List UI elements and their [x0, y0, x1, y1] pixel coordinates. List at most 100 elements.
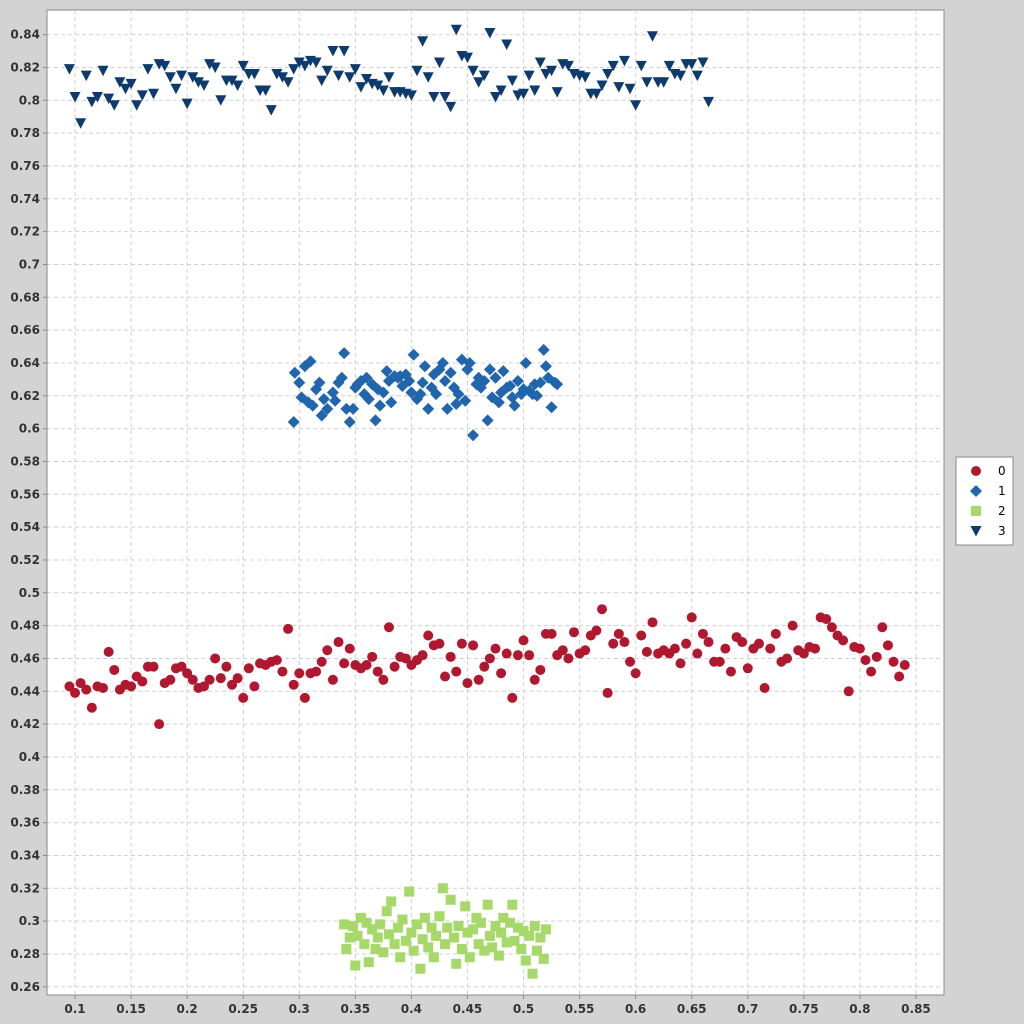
data-point [597, 604, 608, 615]
data-point [568, 627, 579, 638]
data-point [894, 671, 905, 682]
data-point [114, 77, 126, 88]
data-point [260, 85, 272, 96]
data-point [484, 930, 495, 941]
data-point [265, 105, 277, 116]
data-point [378, 674, 389, 685]
data-point [531, 945, 542, 956]
data-point [497, 365, 510, 378]
data-point [381, 906, 392, 917]
data-point [374, 399, 387, 412]
data-point [512, 650, 523, 661]
data-point [338, 347, 351, 360]
data-point [641, 646, 652, 657]
data-point [170, 83, 182, 95]
data-point [518, 88, 530, 100]
data-point [534, 376, 547, 389]
data-point [271, 69, 283, 80]
data-point [361, 73, 373, 85]
data-point [703, 96, 715, 108]
data-point [333, 70, 345, 82]
data-point [467, 65, 479, 77]
y-tick-label: 0.7 [19, 257, 40, 271]
data-point [375, 919, 386, 930]
data-point [294, 668, 305, 679]
data-point [339, 658, 350, 669]
data-point [635, 60, 647, 72]
data-point [490, 921, 501, 932]
y-tick-label: 0.82 [10, 60, 40, 74]
data-point [377, 386, 390, 399]
data-point [534, 57, 546, 69]
data-point [436, 356, 449, 369]
data-point [417, 934, 428, 945]
y-tick-label: 0.58 [10, 454, 40, 468]
data-point [501, 937, 512, 948]
data-point [473, 77, 485, 88]
data-point [209, 62, 221, 73]
data-point [529, 674, 540, 685]
data-point [419, 912, 430, 923]
data-point [386, 896, 397, 907]
data-point [787, 620, 798, 631]
data-point [489, 371, 502, 384]
x-tick-label: 0.7 [737, 1002, 758, 1016]
data-point [540, 924, 551, 935]
data-point [277, 666, 288, 677]
data-point [437, 883, 448, 894]
data-point [154, 719, 165, 730]
data-point [742, 663, 753, 674]
x-tick-label: 0.1 [64, 1002, 85, 1016]
data-point [98, 683, 109, 694]
legend-box [955, 456, 1014, 546]
data-point [725, 666, 736, 677]
x-tick-label: 0.85 [901, 1002, 931, 1016]
data-point [579, 72, 591, 83]
data-point [459, 394, 472, 407]
data-point [658, 77, 670, 88]
data-point [529, 85, 541, 96]
data-point [449, 932, 460, 943]
x-tick-label: 0.8 [849, 1002, 870, 1016]
data-point [475, 917, 486, 928]
data-point [495, 85, 507, 96]
data-point [675, 70, 687, 82]
data-point [439, 375, 452, 388]
data-point [75, 118, 87, 129]
data-point [439, 92, 451, 103]
data-point [411, 65, 423, 77]
data-point [108, 100, 120, 111]
data-point [498, 912, 509, 923]
data-point [198, 80, 210, 92]
data-point [882, 640, 893, 651]
data-point [91, 92, 103, 103]
data-point [445, 101, 457, 113]
y-tick-label: 0.6 [19, 422, 40, 436]
data-point [148, 88, 160, 100]
data-point [304, 355, 317, 368]
data-point [404, 886, 415, 897]
data-point [414, 388, 427, 401]
data-point [293, 57, 305, 69]
data-point [372, 932, 383, 943]
data-point [232, 80, 244, 92]
data-point [451, 958, 462, 969]
data-point [538, 953, 549, 964]
data-point [888, 656, 899, 667]
data-point [370, 944, 381, 955]
data-point [232, 673, 243, 684]
data-point [877, 622, 888, 633]
data-point [299, 60, 311, 72]
data-point [215, 673, 226, 684]
data-point [501, 648, 512, 659]
x-tick-label: 0.25 [228, 1002, 258, 1016]
data-point [646, 31, 658, 42]
y-tick-label: 0.4 [19, 750, 40, 764]
data-point [422, 72, 434, 83]
data-point [372, 80, 384, 92]
data-point [322, 645, 333, 656]
x-tick-label: 0.35 [341, 1002, 371, 1016]
data-point [288, 679, 299, 690]
data-point [663, 60, 675, 72]
data-point [520, 955, 531, 966]
